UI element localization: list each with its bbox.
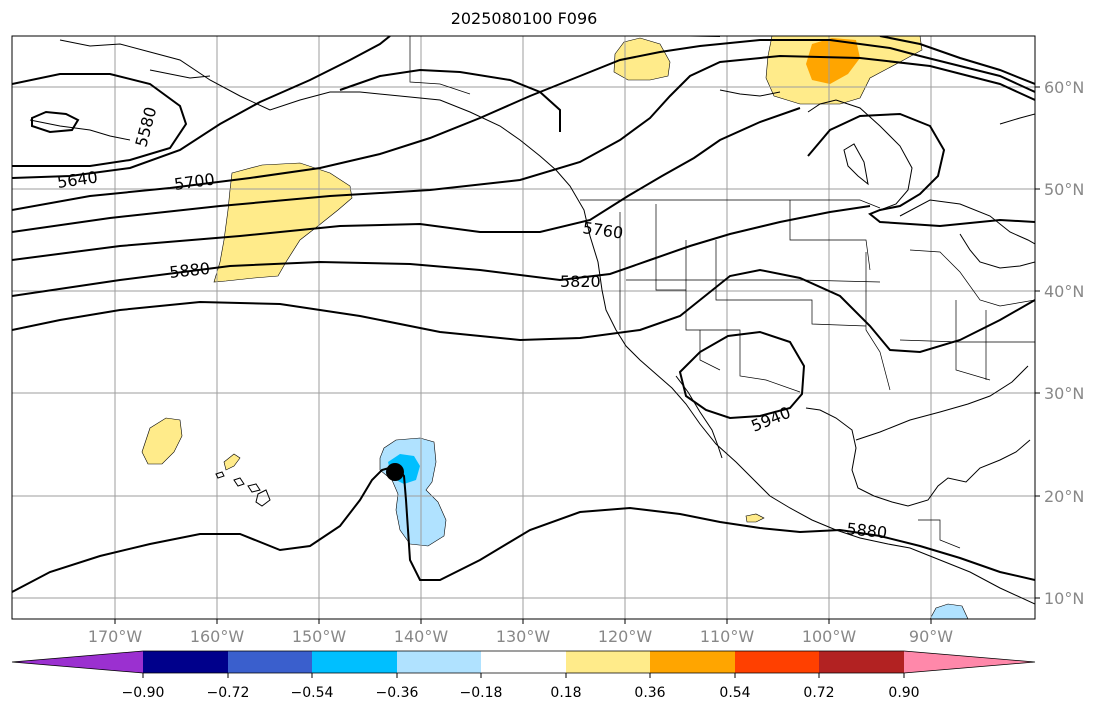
colorbar-tick-label: 0.18 bbox=[550, 685, 581, 701]
anomaly-fill-hawaii-west bbox=[141, 417, 183, 465]
anomaly-fill-mexico-small bbox=[745, 513, 765, 523]
lon-label: 110°W bbox=[700, 627, 755, 646]
anomaly-fill-north-pacific bbox=[213, 162, 353, 283]
lon-label: 90°W bbox=[909, 627, 953, 646]
gridlines bbox=[12, 36, 1035, 619]
lat-label: 60°N bbox=[1044, 78, 1084, 97]
colorbar-tick-label: 0.72 bbox=[803, 685, 834, 701]
lat-label: 30°N bbox=[1044, 384, 1084, 403]
lon-label: 140°W bbox=[394, 627, 449, 646]
colorbar-tick-label: −0.36 bbox=[376, 685, 419, 701]
lat-label: 50°N bbox=[1044, 180, 1084, 199]
storm-center-marker bbox=[386, 463, 404, 481]
map-title: 2025080100 F096 bbox=[450, 9, 598, 28]
lon-label: 130°W bbox=[496, 627, 551, 646]
colorbar-segment bbox=[819, 651, 904, 673]
lon-label: 160°W bbox=[190, 627, 245, 646]
anomaly-fill-canada-core bbox=[806, 38, 860, 84]
anomaly-fill-alaska-north bbox=[613, 37, 671, 81]
colorbar-tick-label: −0.72 bbox=[207, 685, 250, 701]
contour-label-5880-west: 5880 bbox=[168, 259, 210, 282]
colorbar-segment bbox=[650, 651, 735, 673]
lat-label: 20°N bbox=[1044, 487, 1084, 506]
colorbar-tick-label: 0.36 bbox=[634, 685, 665, 701]
colorbar-tick-label: 0.90 bbox=[888, 685, 919, 701]
latitude-labels: 60°N 50°N 40°N 30°N 20°N 10°N bbox=[1044, 78, 1084, 608]
colorbar-segment bbox=[566, 651, 650, 673]
colorbar-segment bbox=[228, 651, 312, 673]
lon-label: 170°W bbox=[88, 627, 143, 646]
lon-label: 100°W bbox=[802, 627, 857, 646]
colorbar-segment bbox=[143, 651, 228, 673]
lat-label: 40°N bbox=[1044, 282, 1084, 301]
height-contours bbox=[12, 36, 1035, 593]
colorbar-extend-high bbox=[904, 651, 1035, 673]
anomaly-fill-sw-corner bbox=[929, 603, 969, 619]
colorbar-tick-label: −0.90 bbox=[122, 685, 165, 701]
colorbar-segment bbox=[312, 651, 397, 673]
contour-label-5820: 5820 bbox=[560, 272, 601, 291]
hawaii-islands bbox=[215, 471, 271, 507]
colorbar-extend-low bbox=[12, 651, 143, 673]
lat-label: 10°N bbox=[1044, 589, 1084, 608]
contour-label-5880-east: 5880 bbox=[846, 519, 888, 542]
colorbar-tick-label: −0.54 bbox=[291, 685, 334, 701]
anomaly-fill-hawaii-small bbox=[223, 453, 241, 471]
lon-label: 150°W bbox=[292, 627, 347, 646]
colorbar-segment bbox=[481, 651, 566, 673]
lon-label: 120°W bbox=[598, 627, 653, 646]
colorbar-tick-label: −0.18 bbox=[460, 685, 503, 701]
colorbar: −0.90 −0.72 −0.54 −0.36 −0.18 0.18 0.36 … bbox=[11, 650, 1036, 701]
colorbar-segment bbox=[735, 651, 819, 673]
colorbar-tick-label: 0.54 bbox=[719, 685, 750, 701]
coastlines bbox=[29, 39, 1035, 605]
axis-ticks bbox=[114, 86, 1040, 624]
longitude-labels: 170°W 160°W 150°W 140°W 130°W 120°W 110°… bbox=[88, 627, 953, 646]
colorbar-segment bbox=[397, 651, 481, 673]
